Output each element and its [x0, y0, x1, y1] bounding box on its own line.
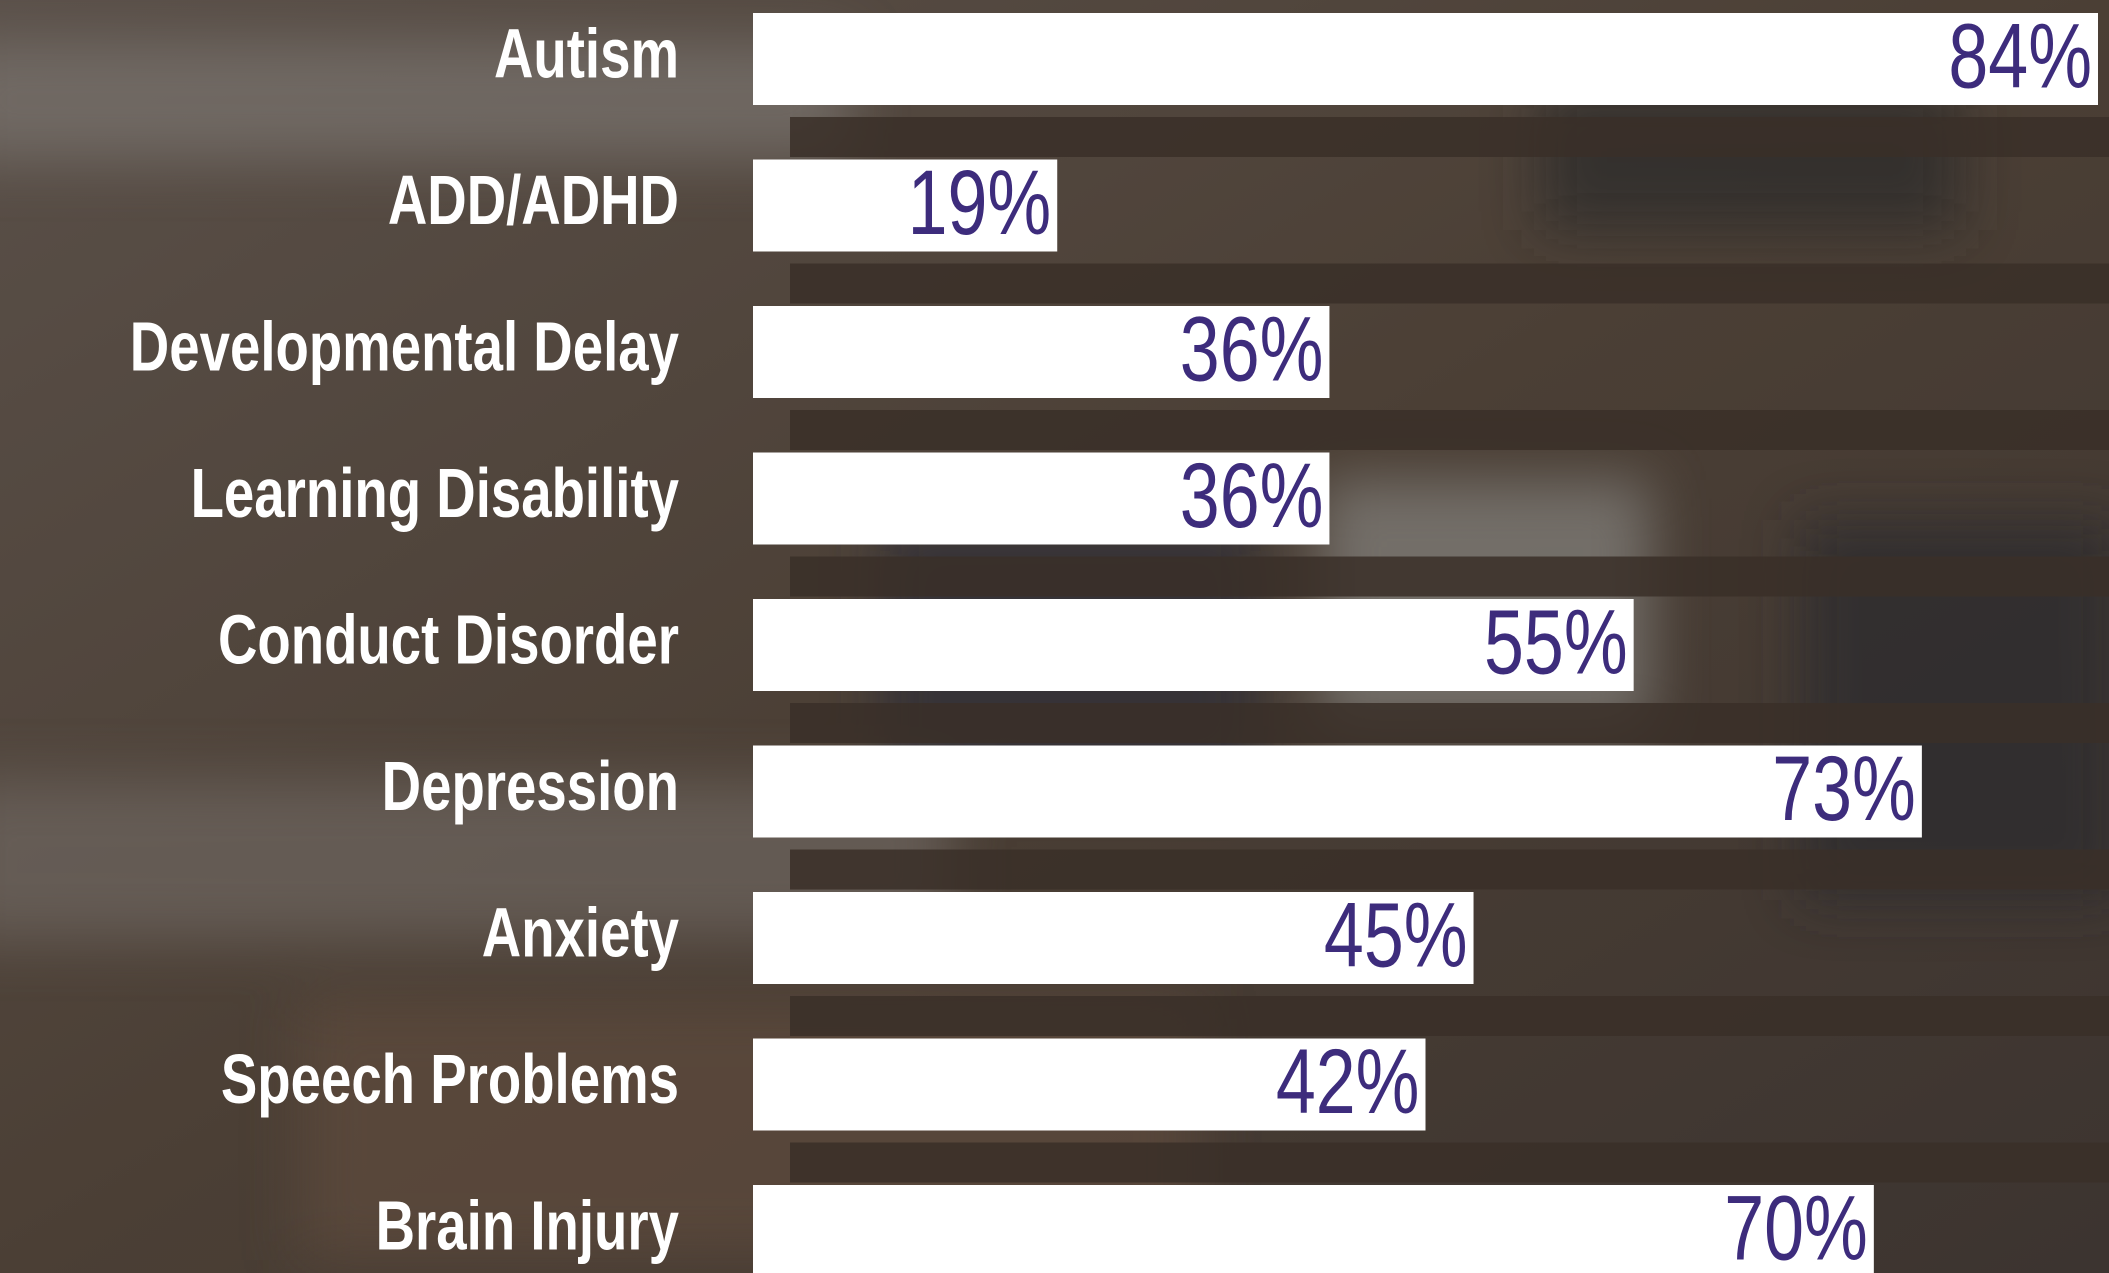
value-label: 19% — [908, 151, 1052, 254]
value-label: 36% — [1180, 298, 1324, 401]
value-label: 55% — [1484, 591, 1628, 694]
value-label: 45% — [1324, 884, 1468, 987]
category-label: Depression — [382, 748, 679, 826]
chart: 84% Autism 19% ADD/ADHD 36% Developmental Del… — [0, 0, 2109, 1273]
category-label: Learning Disability — [191, 455, 679, 533]
category-label: Conduct Disorder — [218, 601, 679, 679]
value-label: 36% — [1180, 444, 1324, 547]
category-label: Anxiety — [482, 894, 679, 972]
value-label: 84% — [1948, 5, 2092, 108]
value-label: 42% — [1276, 1030, 1420, 1133]
bar — [753, 746, 1922, 838]
bar-shadow — [790, 1143, 2109, 1183]
category-label: Developmental Delay — [130, 308, 679, 386]
category-label: Brain Injury — [376, 1187, 679, 1265]
bar-shadow — [790, 557, 2109, 597]
bar — [753, 1185, 1874, 1273]
category-label: Speech Problems — [221, 1041, 679, 1119]
bar — [753, 13, 2098, 105]
value-label: 73% — [1772, 737, 1916, 840]
category-label: ADD/ADHD — [388, 162, 679, 240]
bar-shadow — [790, 410, 2109, 450]
category-label: Autism — [494, 15, 679, 93]
bar-shadow — [790, 996, 2109, 1036]
value-label: 70% — [1724, 1177, 1868, 1273]
bar-shadow — [790, 264, 2109, 304]
